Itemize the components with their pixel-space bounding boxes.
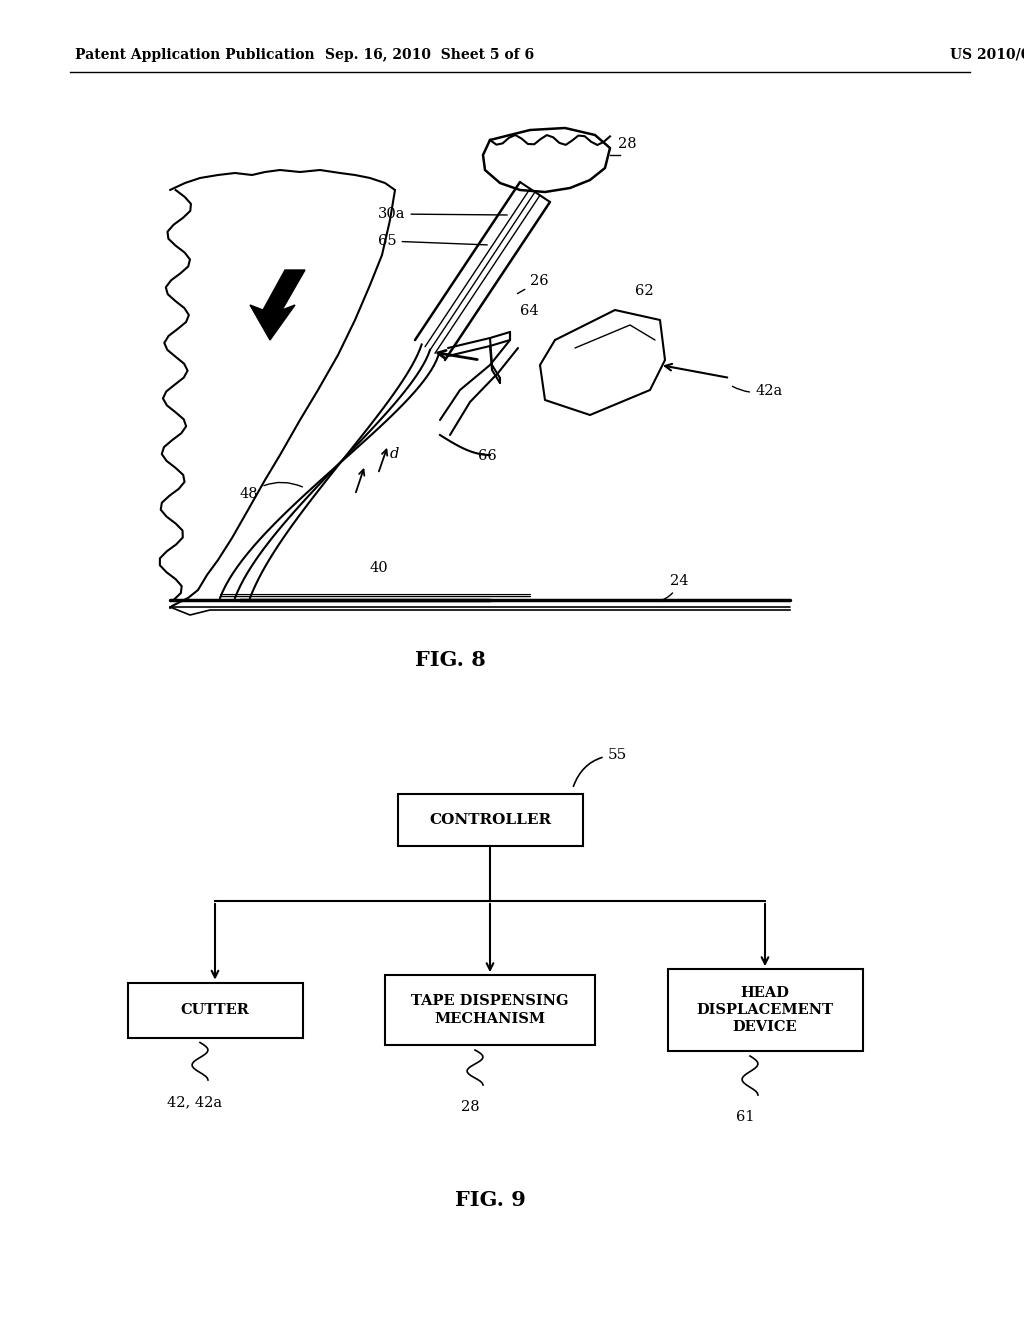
Bar <box>128 982 302 1038</box>
Text: FIG. 8: FIG. 8 <box>415 649 485 671</box>
Text: FIG. 9: FIG. 9 <box>455 1191 525 1210</box>
Text: Patent Application Publication: Patent Application Publication <box>75 48 314 62</box>
Bar <box>397 795 583 846</box>
Text: 64: 64 <box>520 304 539 318</box>
Polygon shape <box>250 271 305 341</box>
Text: 55: 55 <box>573 748 627 787</box>
Text: 66: 66 <box>478 449 497 463</box>
Text: 62: 62 <box>635 284 653 298</box>
Text: CUTTER: CUTTER <box>180 1003 250 1016</box>
Text: 30a: 30a <box>378 207 507 220</box>
Text: 24: 24 <box>657 574 688 602</box>
Text: 40: 40 <box>370 561 389 576</box>
Text: CONTROLLER: CONTROLLER <box>429 813 551 828</box>
Text: 42a: 42a <box>732 384 782 399</box>
Text: 48: 48 <box>240 482 302 502</box>
Bar <box>385 975 595 1045</box>
Text: 61: 61 <box>736 1110 755 1125</box>
Bar <box>668 969 862 1051</box>
Text: d: d <box>390 447 399 461</box>
Text: HEAD
DISPLACEMENT
DEVICE: HEAD DISPLACEMENT DEVICE <box>696 986 834 1035</box>
Text: 28: 28 <box>461 1100 479 1114</box>
Text: US 2010/0230043 A1: US 2010/0230043 A1 <box>950 48 1024 62</box>
Text: 42, 42a: 42, 42a <box>168 1096 222 1109</box>
Text: 65: 65 <box>378 234 487 248</box>
Text: 26: 26 <box>517 275 549 293</box>
Text: TAPE DISPENSING
MECHANISM: TAPE DISPENSING MECHANISM <box>412 994 568 1026</box>
Text: Sep. 16, 2010  Sheet 5 of 6: Sep. 16, 2010 Sheet 5 of 6 <box>326 48 535 62</box>
Text: 28: 28 <box>618 137 637 150</box>
